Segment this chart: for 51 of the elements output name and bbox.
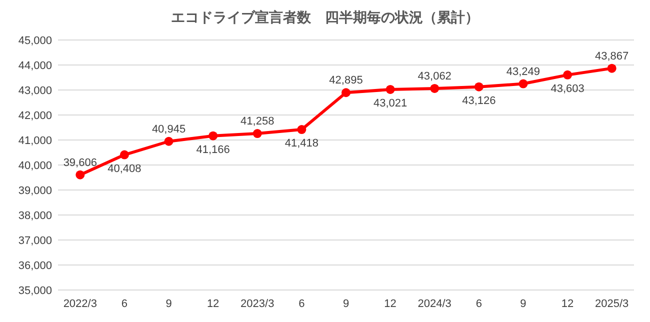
y-tick-label: 35,000 (18, 285, 52, 297)
x-tick-label: 2024/3 (418, 298, 452, 310)
x-tick-label: 9 (166, 298, 172, 310)
data-label: 43,249 (506, 66, 540, 78)
y-tick-label: 36,000 (18, 260, 52, 272)
point (120, 150, 129, 160)
data-label: 42,895 (329, 74, 363, 87)
data-label: 43,021 (373, 97, 408, 110)
data-label: 43,126 (462, 94, 496, 107)
point (342, 88, 350, 98)
point (386, 84, 395, 94)
x-tick-label: 6 (298, 298, 305, 310)
point (474, 82, 484, 92)
y-tick-label: 43,000 (18, 85, 52, 97)
x-tick-label: 12 (561, 298, 574, 310)
point (76, 170, 85, 180)
point (430, 84, 440, 93)
chart-title: エコドライブ宣言者数 四半期毎の状況（累計） (171, 9, 479, 25)
data-label: 40,945 (152, 123, 186, 136)
point (297, 125, 306, 134)
point (563, 70, 572, 80)
x-tick-label: 6 (121, 298, 128, 310)
data-label: 43,603 (550, 82, 584, 95)
y-tick-label: 39,000 (18, 185, 52, 197)
data-label: 43,062 (418, 70, 452, 82)
data-label: 39,606 (63, 156, 97, 169)
data-label: 43,867 (595, 50, 629, 62)
point (518, 79, 528, 88)
x-tick-label: 2023/3 (240, 298, 274, 310)
y-tick-label: 42,000 (18, 110, 52, 122)
y-tick-label: 37,000 (18, 235, 52, 247)
y-tick-label: 44,000 (18, 60, 52, 72)
y-tick-label: 38,000 (18, 210, 52, 222)
x-tick-label: 12 (206, 298, 220, 310)
x-tick-label: 9 (342, 298, 350, 310)
data-label: 41,418 (284, 138, 319, 150)
x-tick-label: 6 (476, 298, 482, 310)
x-tick-label: 9 (520, 298, 526, 310)
x-tick-label: 2022/3 (63, 298, 97, 310)
y-tick-label: 41,000 (18, 135, 52, 147)
data-label: 41,258 (240, 116, 274, 128)
y-tick-label: 45,000 (18, 35, 52, 47)
point (208, 131, 218, 140)
data-label: 40,408 (108, 162, 142, 175)
x-tick-label: 2025/3 (595, 298, 629, 310)
y-tick-label: 40,000 (18, 160, 52, 172)
data-label: 41,166 (196, 144, 230, 156)
point (607, 64, 616, 73)
point (164, 136, 174, 146)
point (252, 129, 262, 138)
x-tick-label: 12 (384, 298, 396, 310)
